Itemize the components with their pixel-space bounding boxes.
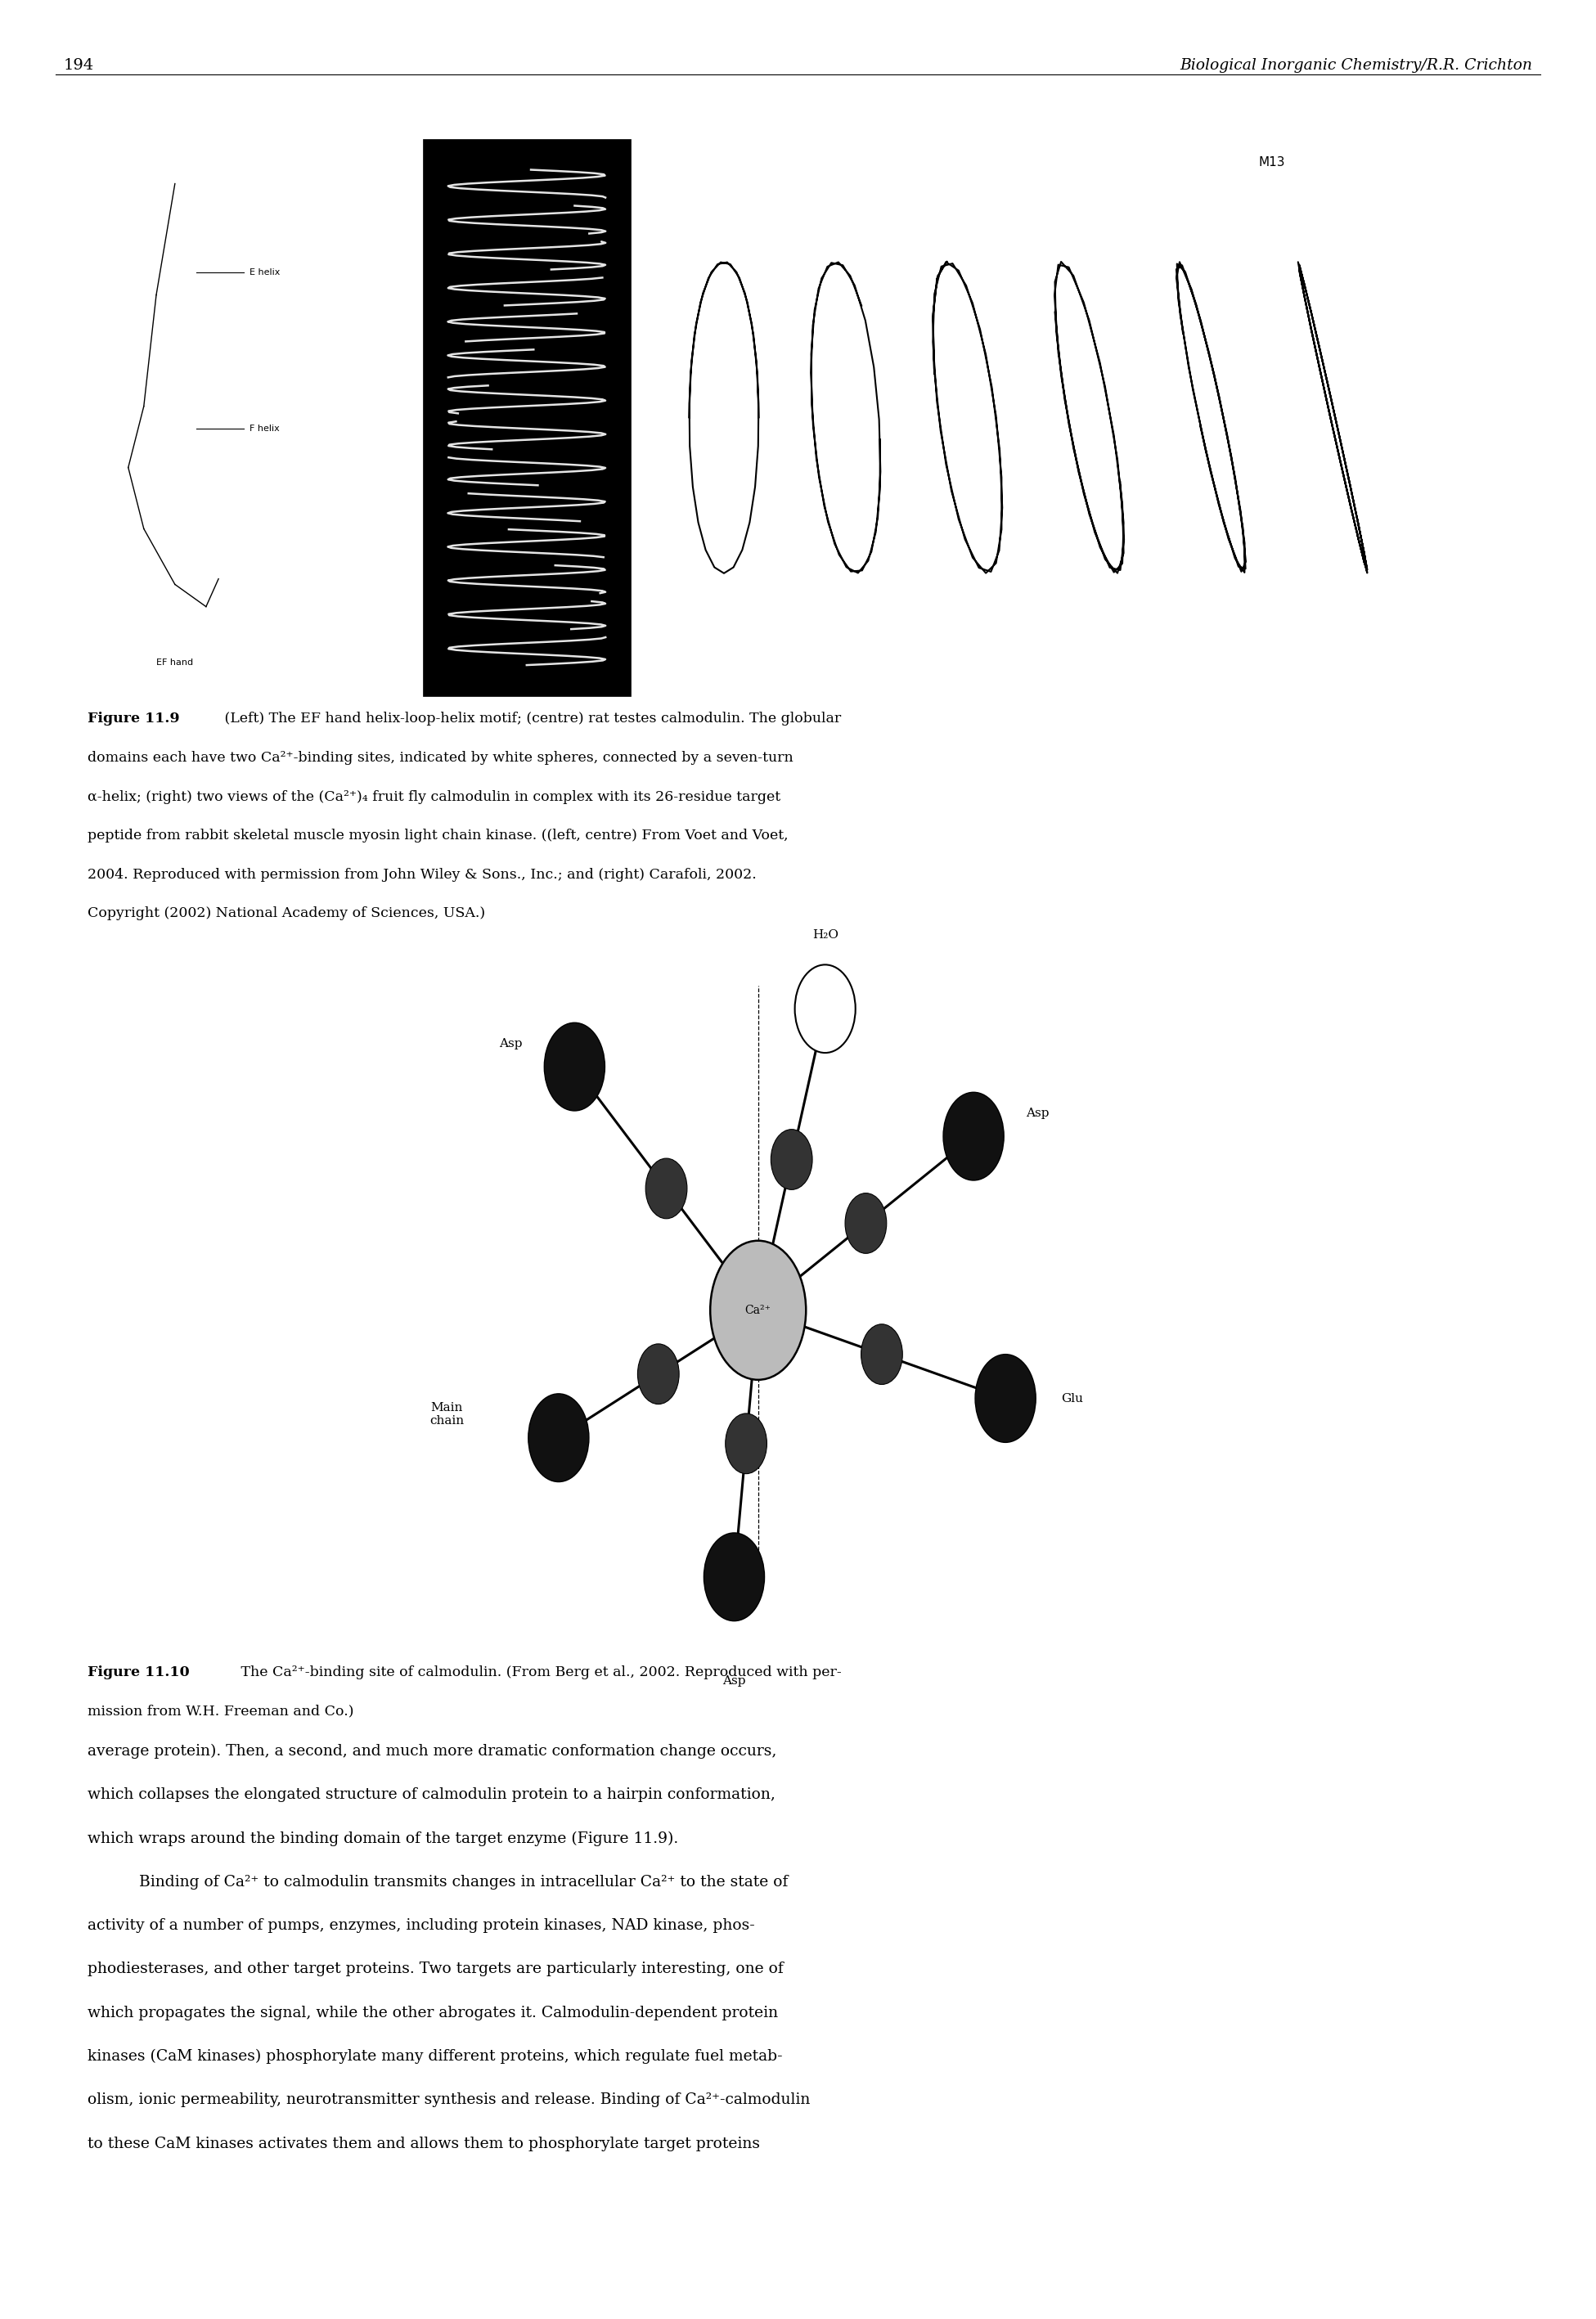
- Bar: [88, 139, 399, 696]
- Text: Ca²⁺: Ca²⁺: [745, 1306, 771, 1315]
- Text: Main
chain: Main chain: [429, 1403, 464, 1426]
- Text: average protein). Then, a second, and much more dramatic conformation change occ: average protein). Then, a second, and mu…: [88, 1744, 777, 1758]
- Circle shape: [862, 1324, 903, 1384]
- Circle shape: [846, 1192, 887, 1252]
- Text: Asp: Asp: [723, 1677, 745, 1686]
- Circle shape: [943, 1092, 1004, 1180]
- Text: peptide from rabbit skeletal muscle myosin light chain kinase. ((left, centre) F: peptide from rabbit skeletal muscle myos…: [88, 828, 788, 842]
- Text: kinases (CaM kinases) phosphorylate many different proteins, which regulate fuel: kinases (CaM kinases) phosphorylate many…: [88, 2050, 782, 2064]
- Text: Figure 11.9: Figure 11.9: [88, 712, 180, 726]
- Text: Glu: Glu: [1061, 1394, 1084, 1403]
- Text: 194: 194: [64, 58, 94, 72]
- Text: which collapses the elongated structure of calmodulin protein to a hairpin confo: which collapses the elongated structure …: [88, 1788, 776, 1802]
- Text: Asp: Asp: [500, 1039, 522, 1048]
- Text: Asp: Asp: [1026, 1108, 1049, 1118]
- Circle shape: [771, 1129, 812, 1190]
- Text: mission from W.H. Freeman and Co.): mission from W.H. Freeman and Co.): [88, 1704, 354, 1718]
- Circle shape: [795, 965, 855, 1053]
- Text: which propagates the signal, while the other abrogates it. Calmodulin-dependent : which propagates the signal, while the o…: [88, 2006, 779, 2020]
- Circle shape: [637, 1345, 680, 1405]
- Text: Copyright (2002) National Academy of Sciences, USA.): Copyright (2002) National Academy of Sci…: [88, 907, 485, 921]
- Bar: [654, 139, 1524, 696]
- Text: phodiesterases, and other target proteins. Two targets are particularly interest: phodiesterases, and other target protein…: [88, 1962, 784, 1976]
- Text: Figure 11.10: Figure 11.10: [88, 1665, 190, 1679]
- Circle shape: [975, 1354, 1036, 1442]
- Text: activity of a number of pumps, enzymes, including protein kinases, NAD kinase, p: activity of a number of pumps, enzymes, …: [88, 1918, 755, 1934]
- Circle shape: [725, 1412, 768, 1475]
- Text: (Left) The EF hand helix-loop-helix motif; (centre) rat testes calmodulin. The g: (Left) The EF hand helix-loop-helix moti…: [220, 712, 841, 726]
- Text: Binding of Ca²⁺ to calmodulin transmits changes in intracellular Ca²⁺ to the sta: Binding of Ca²⁺ to calmodulin transmits …: [139, 1874, 788, 1890]
- Text: olism, ionic permeability, neurotransmitter synthesis and release. Binding of Ca: olism, ionic permeability, neurotransmit…: [88, 2092, 811, 2108]
- Circle shape: [528, 1394, 589, 1482]
- Text: M13: M13: [1259, 155, 1285, 167]
- Text: EF hand: EF hand: [156, 659, 193, 666]
- Text: which wraps around the binding domain of the target enzyme (Figure 11.9).: which wraps around the binding domain of…: [88, 1832, 678, 1846]
- Text: E helix: E helix: [249, 269, 281, 276]
- Bar: [423, 139, 630, 696]
- Text: to these CaM kinases activates them and allows them to phosphorylate target prot: to these CaM kinases activates them and …: [88, 2136, 760, 2152]
- Circle shape: [710, 1241, 806, 1380]
- Text: The Ca²⁺-binding site of calmodulin. (From Berg et al., 2002. Reproduced with pe: The Ca²⁺-binding site of calmodulin. (Fr…: [236, 1665, 841, 1679]
- Text: H₂O: H₂O: [812, 930, 838, 939]
- Text: 2004. Reproduced with permission from John Wiley & Sons., Inc.; and (right) Cara: 2004. Reproduced with permission from Jo…: [88, 867, 757, 881]
- Text: domains each have two Ca²⁺-binding sites, indicated by white spheres, connected : domains each have two Ca²⁺-binding sites…: [88, 751, 793, 765]
- Circle shape: [645, 1157, 688, 1217]
- Circle shape: [544, 1023, 605, 1111]
- Circle shape: [704, 1533, 764, 1621]
- Text: α-helix; (right) two views of the (Ca²⁺)₄ fruit fly calmodulin in complex with i: α-helix; (right) two views of the (Ca²⁺)…: [88, 791, 780, 805]
- Text: Biological Inorganic Chemistry/R.R. Crichton: Biological Inorganic Chemistry/R.R. Cric…: [1179, 58, 1532, 72]
- Text: F helix: F helix: [249, 424, 279, 434]
